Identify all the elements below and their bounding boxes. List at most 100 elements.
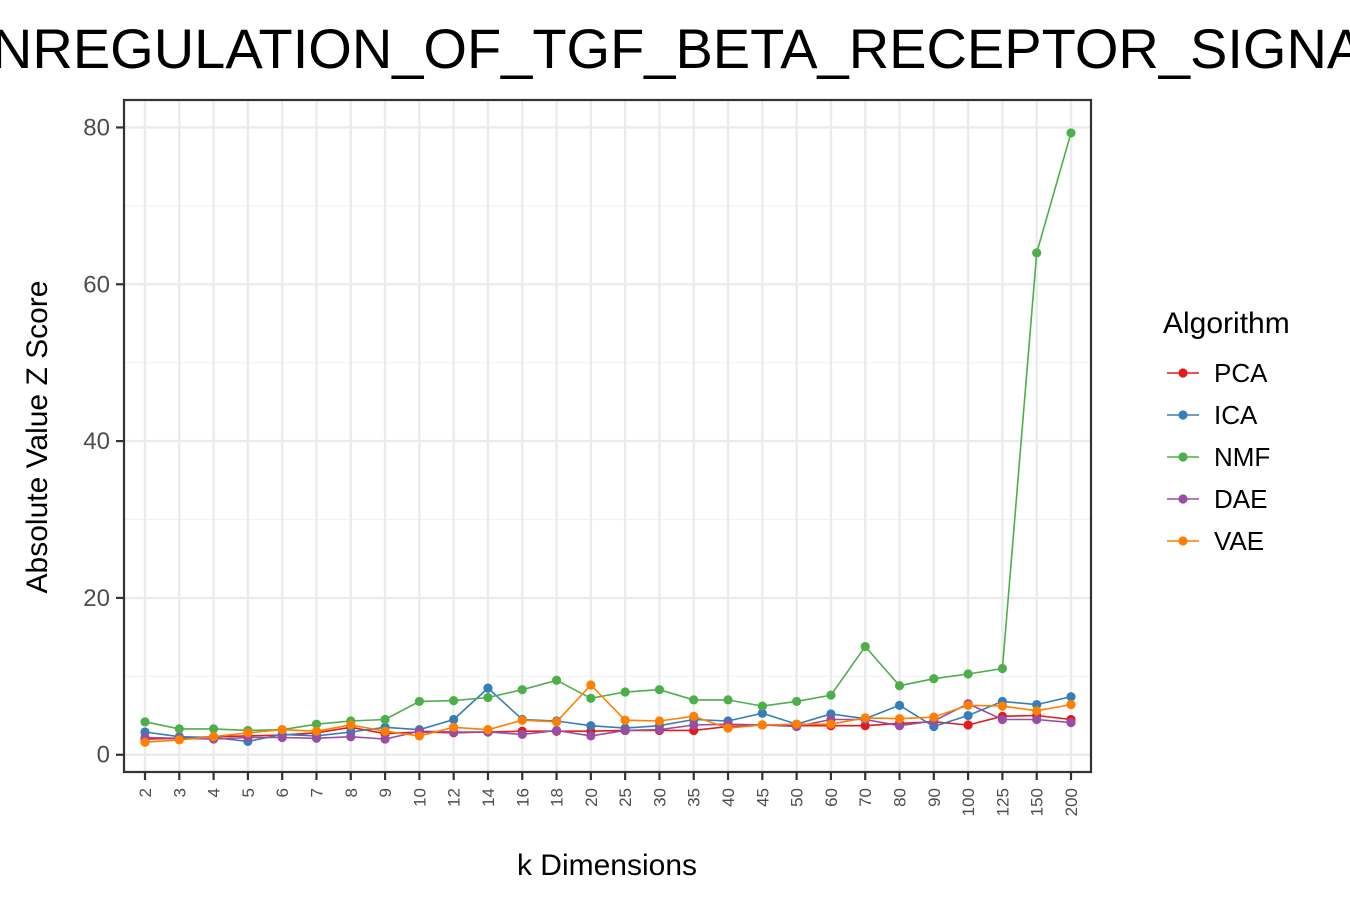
y-tick-label: 60 <box>83 271 110 298</box>
x-tick-label: 14 <box>479 788 498 807</box>
x-tick-label: 70 <box>856 788 875 807</box>
data-point-ica <box>449 714 459 725</box>
x-tick-label: 7 <box>307 788 326 797</box>
data-point-nmf <box>620 687 630 697</box>
x-tick-label: 12 <box>445 788 464 807</box>
data-point-vae <box>586 680 596 690</box>
data-point-nmf <box>174 724 184 734</box>
x-tick-label: 9 <box>376 788 395 797</box>
data-point-nmf <box>208 724 219 734</box>
data-point-vae <box>894 714 905 724</box>
x-tick-label: 150 <box>1028 788 1047 816</box>
x-tick-label: 10 <box>410 788 429 807</box>
x-axis-title: k Dimensions <box>517 849 697 882</box>
series-line-ica <box>144 687 1072 743</box>
data-point-vae <box>517 715 527 725</box>
data-point-vae <box>792 719 802 729</box>
data-point-dae <box>620 725 630 736</box>
data-point-vae <box>449 722 459 732</box>
data-point-dae <box>346 732 356 742</box>
data-point-dae <box>654 725 665 735</box>
data-point-nmf <box>860 641 870 652</box>
legend-label-dae: DAE <box>1214 484 1267 514</box>
data-point-ica <box>963 710 973 721</box>
data-point-vae <box>243 728 253 738</box>
data-point-vae <box>174 735 184 745</box>
data-point-dae <box>380 734 390 744</box>
data-point-dae <box>277 732 287 743</box>
series-line-nmf <box>144 132 1072 732</box>
data-point-dae <box>689 720 699 730</box>
data-point-nmf <box>654 685 665 695</box>
data-point-ica <box>483 683 493 693</box>
legend-key-point-vae <box>1178 536 1188 546</box>
legend-label-ica: ICA <box>1214 400 1258 430</box>
data-point-nmf <box>792 696 802 707</box>
data-point-dae <box>997 714 1008 725</box>
data-point-vae <box>689 711 699 721</box>
data-point-vae <box>963 700 973 710</box>
x-tick-label: 25 <box>616 788 635 807</box>
data-point-nmf <box>826 690 836 700</box>
legend-label-pca: PCA <box>1214 358 1268 388</box>
data-point-nmf <box>1066 128 1076 138</box>
legend-key-point-nmf <box>1178 452 1188 462</box>
x-tick-label: 60 <box>822 788 841 807</box>
data-point-nmf <box>449 696 459 706</box>
data-point-ica <box>757 708 767 718</box>
data-point-vae <box>620 715 630 725</box>
data-point-nmf <box>311 719 322 729</box>
x-tick-label: 8 <box>342 788 361 797</box>
x-tick-label: 45 <box>753 788 772 807</box>
data-point-nmf <box>963 669 973 679</box>
data-point-vae <box>277 725 287 735</box>
x-tick-label: 100 <box>959 788 978 816</box>
data-point-vae <box>208 732 219 742</box>
legend-key-point-dae <box>1178 494 1188 504</box>
data-point-dae <box>1066 717 1076 728</box>
legend-key-point-ica <box>1178 410 1188 420</box>
data-point-nmf <box>723 695 733 705</box>
y-tick-label: 0 <box>97 742 110 769</box>
chart-title: DOWNREGULATION_OF_TGF_BETA_RECEPTOR_SIGN… <box>0 17 1350 80</box>
data-point-ica <box>1066 692 1076 702</box>
data-point-nmf <box>929 674 939 684</box>
data-point-vae <box>1032 706 1042 716</box>
data-point-vae <box>483 725 493 735</box>
data-point-nmf <box>997 663 1008 674</box>
data-point-dae <box>517 729 527 739</box>
data-point-vae <box>346 720 356 730</box>
y-tick-label: 80 <box>83 114 110 141</box>
data-point-nmf <box>689 695 699 705</box>
x-tick-label: 6 <box>273 788 292 797</box>
data-point-vae <box>380 726 390 736</box>
data-point-vae <box>140 737 150 747</box>
data-point-pca <box>963 720 973 730</box>
data-point-vae <box>723 723 733 733</box>
data-point-vae <box>414 731 424 741</box>
data-point-ica <box>894 700 905 710</box>
x-tick-label: 16 <box>513 788 532 807</box>
x-tick-label: 18 <box>548 788 567 807</box>
data-point-vae <box>929 712 939 722</box>
data-point-nmf <box>380 714 390 725</box>
x-tick-label: 5 <box>239 788 258 797</box>
x-tick-label: 30 <box>650 788 669 807</box>
data-point-nmf <box>894 681 905 691</box>
legend-key-point-pca <box>1178 368 1188 378</box>
series-line-vae <box>144 683 1072 743</box>
x-tick-label: 125 <box>993 788 1012 816</box>
x-tick-label: 90 <box>925 788 944 807</box>
data-point-nmf <box>586 693 596 703</box>
x-tick-label: 200 <box>1062 788 1081 816</box>
data-point-dae <box>551 725 562 736</box>
x-tick-label: 40 <box>719 788 738 807</box>
series-line-dae <box>144 702 1072 740</box>
x-tick-label: 35 <box>685 788 704 807</box>
data-point-nmf <box>517 685 527 695</box>
data-point-nmf <box>1032 248 1042 258</box>
data-point-vae <box>997 701 1008 711</box>
data-point-vae <box>654 716 665 726</box>
